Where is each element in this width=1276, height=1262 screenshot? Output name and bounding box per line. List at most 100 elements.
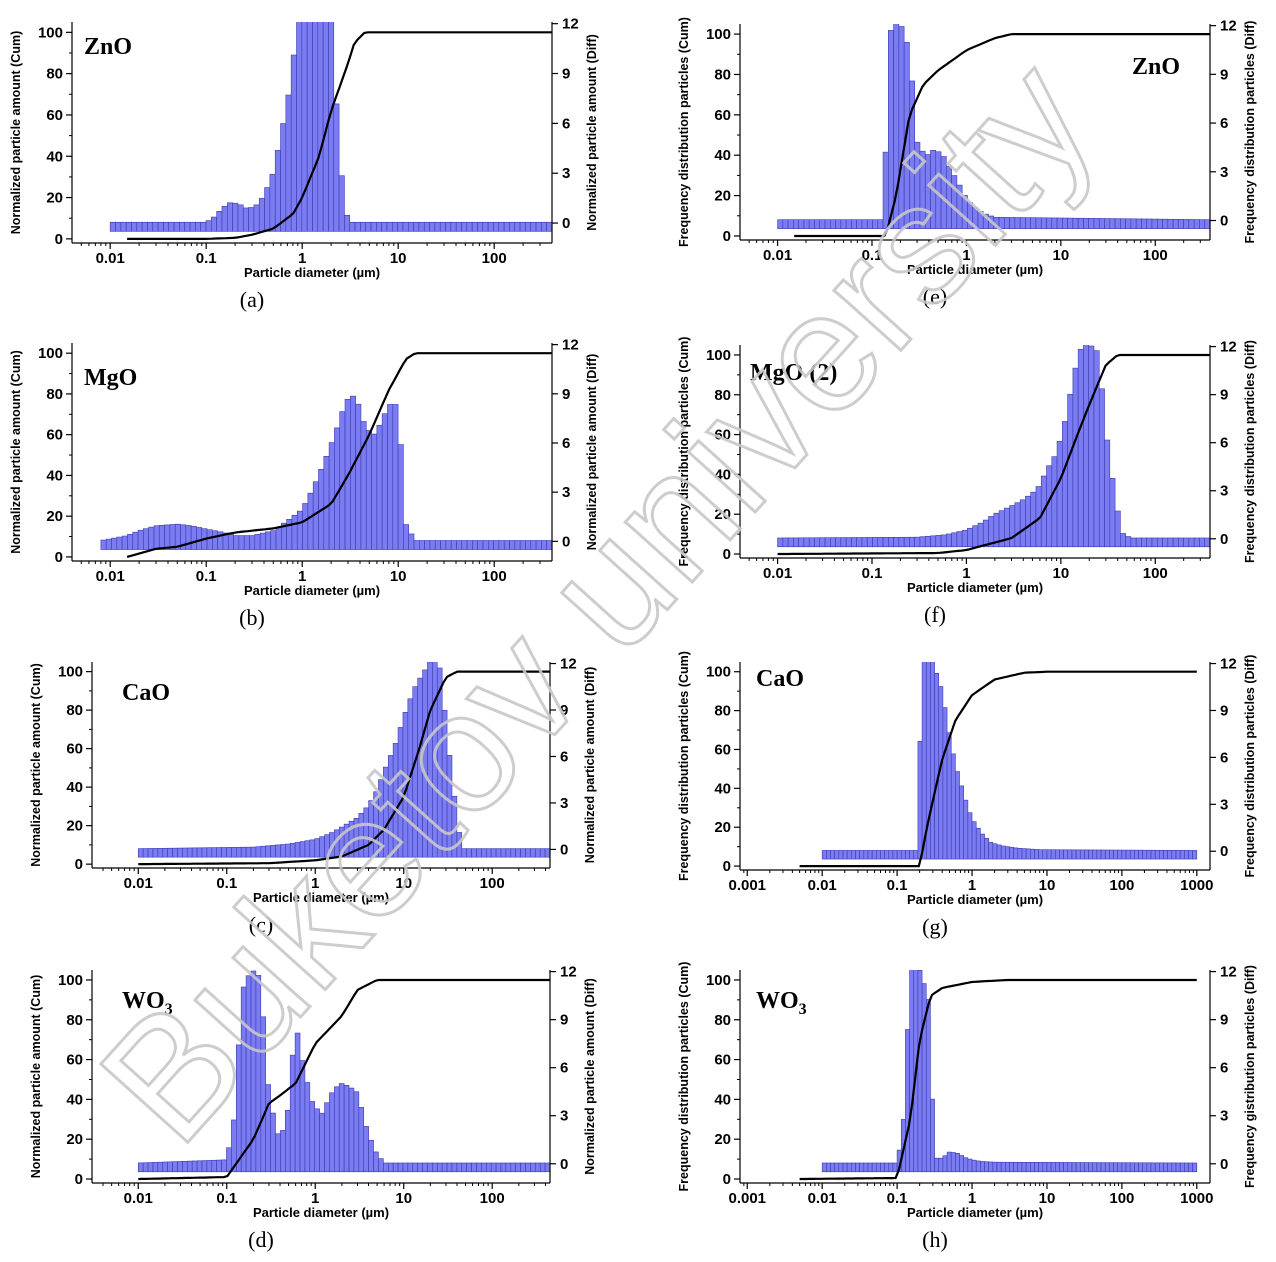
diff-bar xyxy=(348,1087,355,1173)
diff-bar xyxy=(477,540,484,550)
diff-bar xyxy=(863,850,869,860)
diff-bar xyxy=(1050,849,1056,860)
x-tick-label: 0.1 xyxy=(887,1190,908,1207)
diff-bar xyxy=(988,1161,994,1173)
diff-bar xyxy=(275,1133,281,1173)
diff-bar xyxy=(378,1158,384,1173)
x-tick-label: 0.1 xyxy=(216,1190,237,1207)
diff-bar xyxy=(116,536,123,550)
diff-bar xyxy=(397,1162,404,1173)
diff-bar xyxy=(402,1162,409,1173)
diff-bar xyxy=(1138,1162,1143,1173)
diff-bar xyxy=(232,202,239,232)
diff-bar xyxy=(233,535,240,550)
x-axis-label: Particle diameter (µm) xyxy=(253,890,389,905)
y-right-tick-label: 0 xyxy=(560,841,568,858)
y-left-tick-label: 0 xyxy=(723,228,731,245)
y-right-tick-label: 3 xyxy=(1220,164,1228,181)
diff-bar xyxy=(461,540,468,550)
diff-bar xyxy=(1084,849,1089,860)
diff-bar xyxy=(1183,219,1190,229)
diff-bar xyxy=(830,850,835,860)
diff-bar xyxy=(1104,1162,1110,1173)
diff-bar xyxy=(1135,218,1142,229)
diff-bar xyxy=(963,1157,969,1173)
cum-line xyxy=(799,978,1197,1181)
diff-bar xyxy=(1104,218,1111,229)
diff-bar xyxy=(488,540,494,550)
diff-bar xyxy=(328,22,335,232)
diff-bar xyxy=(264,187,271,232)
diff-bar xyxy=(520,1162,526,1173)
diff-bar xyxy=(1179,1162,1185,1173)
diff-bar xyxy=(466,540,473,550)
sample-label: ZnO xyxy=(84,34,132,60)
diff-bar xyxy=(231,847,237,858)
diff-bar xyxy=(258,197,265,232)
sample-label: WO3 xyxy=(756,988,807,1018)
y-right-tick-label: 9 xyxy=(560,702,568,719)
diff-bar xyxy=(1059,849,1064,860)
x-tick-label: 100 xyxy=(1143,247,1168,264)
diff-bar xyxy=(1121,849,1127,860)
diff-bar xyxy=(892,1162,898,1173)
sample-label-main: WO xyxy=(122,988,165,1014)
diff-bar xyxy=(274,150,281,232)
diff-bar xyxy=(440,540,447,550)
y-left-tick-label: 20 xyxy=(714,188,731,205)
diff-bar xyxy=(798,537,805,548)
diff-bar xyxy=(1114,218,1121,229)
diff-bar xyxy=(880,1162,885,1173)
y-left-tick-label: 20 xyxy=(66,1131,83,1148)
diff-bar xyxy=(842,1162,848,1173)
diff-bar xyxy=(1167,850,1173,860)
diff-bar xyxy=(909,536,915,548)
diff-bar xyxy=(344,214,351,232)
diff-bar xyxy=(972,525,979,548)
diff-bar xyxy=(270,530,277,550)
y-right-tick-label: 6 xyxy=(562,435,570,452)
diff-bar xyxy=(152,221,159,232)
diff-bar xyxy=(1172,537,1179,548)
diff-bar xyxy=(121,535,128,550)
x-tick-label: 0.1 xyxy=(862,247,883,264)
y-left-axis-label: Normalized particle amount (Cum) xyxy=(29,663,43,867)
diff-bar xyxy=(500,1162,507,1173)
diff-bar xyxy=(100,539,107,550)
diff-bar xyxy=(1117,849,1123,860)
diff-bar xyxy=(530,1162,536,1173)
diff-bar xyxy=(392,221,398,232)
diff-bar xyxy=(1079,849,1085,860)
diff-bar xyxy=(1046,1162,1052,1173)
diff-bar xyxy=(819,537,826,548)
diff-bar xyxy=(1025,1162,1031,1173)
diff-bar xyxy=(206,529,213,550)
diff-bar xyxy=(959,1155,965,1173)
diff-bar xyxy=(402,221,409,232)
diff-bar xyxy=(387,404,394,550)
diff-bar xyxy=(432,1162,438,1173)
diff-bar xyxy=(280,1130,286,1173)
diff-bar xyxy=(471,221,478,232)
chart-panel-c: 0.01 0.1 1 10 100 0 20 40 60 80 100 0 3 6 9 12 Particle … xyxy=(29,656,597,937)
diff-bar xyxy=(1113,1162,1119,1173)
diff-bar xyxy=(376,221,382,232)
panel-label: (d) xyxy=(248,1227,274,1252)
diff-bar xyxy=(333,103,340,232)
diff-bar xyxy=(424,540,431,550)
x-tick-label: 1 xyxy=(298,568,306,585)
diff-bar xyxy=(216,847,222,858)
diff-bar xyxy=(1021,848,1027,860)
diff-bar xyxy=(821,850,827,860)
diff-bar xyxy=(842,850,848,860)
diff-bar xyxy=(131,221,138,232)
diff-bar xyxy=(371,433,378,550)
y-right-tick-label: 9 xyxy=(1220,1012,1228,1029)
diff-bar xyxy=(120,221,127,232)
diff-bar xyxy=(984,1161,989,1173)
diff-bar xyxy=(324,1102,330,1173)
x-tick-label: 1 xyxy=(962,247,970,264)
diff-bar xyxy=(1063,849,1069,860)
diff-bar xyxy=(141,221,148,232)
diff-bar xyxy=(1138,849,1143,860)
